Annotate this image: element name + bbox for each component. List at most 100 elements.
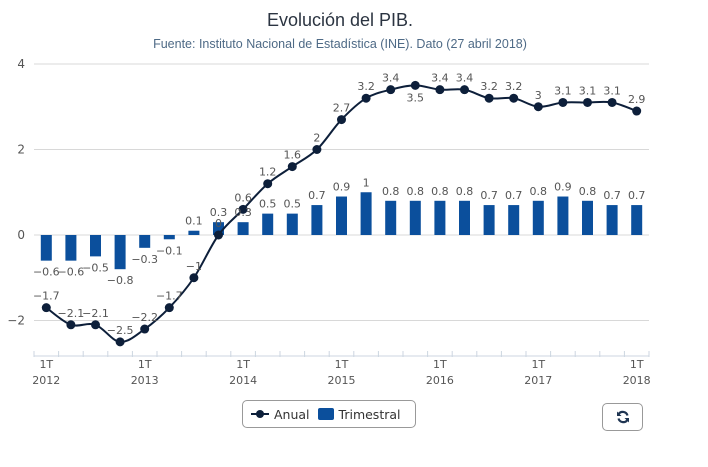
bar-data-label: 0.5 <box>284 198 302 211</box>
bar-data-label: 0.7 <box>505 189 523 202</box>
line-point <box>533 102 543 112</box>
line-data-label: 3.2 <box>505 80 523 93</box>
line-data-label: 2.9 <box>628 93 646 106</box>
line-data-label: −2.5 <box>107 324 134 337</box>
line-marker-icon <box>251 410 269 418</box>
line-point <box>41 303 51 313</box>
bar <box>336 196 347 235</box>
line-point <box>361 93 371 103</box>
line-point <box>140 324 150 334</box>
x-tick-year: 2017 <box>524 374 552 387</box>
legend-label-anual: Anual <box>274 406 310 422</box>
bar <box>459 200 470 235</box>
x-tick-year: 2014 <box>229 374 257 387</box>
line-data-label: 3.4 <box>382 72 400 85</box>
chart-subtitle: Fuente: Instituto Nacional de Estadístic… <box>153 37 527 51</box>
x-tick-year: 2018 <box>623 374 651 387</box>
bar-data-label: −0.6 <box>58 266 85 279</box>
bar <box>65 235 77 261</box>
bar <box>237 222 249 235</box>
bar <box>90 235 101 257</box>
refresh-button[interactable] <box>602 403 643 431</box>
line-point <box>558 97 568 107</box>
bar-data-label: 1 <box>363 176 370 189</box>
line-point <box>484 93 494 103</box>
line-data-label: 1.6 <box>284 149 302 162</box>
line-point <box>91 320 100 330</box>
bar-data-label: −0.3 <box>131 253 158 266</box>
line-data-label: 3.5 <box>407 91 425 104</box>
bar <box>114 235 126 270</box>
line-data-label: −2.1 <box>82 307 109 320</box>
line-point <box>287 162 297 172</box>
line-point <box>115 337 125 347</box>
legend-item-trimestral[interactable]: Trimestral <box>317 406 401 422</box>
x-tick-quarter: 1T <box>39 358 53 371</box>
chart-title: Evolución del PIB. <box>266 10 414 30</box>
bar <box>139 235 151 248</box>
legend-item-anual[interactable]: Anual <box>251 407 310 422</box>
bar <box>262 213 274 235</box>
bar <box>532 200 544 235</box>
x-tick-quarter: 1T <box>433 358 447 371</box>
bar-data-label: 0.1 <box>185 215 203 228</box>
x-tick-quarter: 1T <box>236 358 250 371</box>
line-data-label: −1.7 <box>33 290 60 303</box>
line-point <box>337 115 346 125</box>
line-point <box>238 204 248 214</box>
line-point <box>509 93 519 103</box>
x-tick-year: 2016 <box>426 374 454 387</box>
line-point <box>410 80 420 90</box>
line-data-label: 3.2 <box>357 80 375 93</box>
bar <box>360 192 372 235</box>
line-point <box>632 106 642 116</box>
bar <box>631 205 643 235</box>
bar <box>508 205 520 235</box>
line-data-label: −2.2 <box>131 311 158 324</box>
line-data-label: 2.7 <box>333 102 351 115</box>
line-point <box>583 97 592 107</box>
x-tick-quarter: 1T <box>630 358 644 371</box>
line-data-label: 3.1 <box>579 84 597 97</box>
x-tick-quarter: 1T <box>138 358 152 371</box>
bar <box>213 222 224 235</box>
bar <box>163 235 175 240</box>
bar-data-label: 0.8 <box>431 185 449 198</box>
refresh-icon <box>616 410 629 424</box>
x-tick-year: 2015 <box>328 374 356 387</box>
line-point <box>66 320 76 330</box>
bar-data-label: 0.5 <box>259 198 277 211</box>
y-tick-label: 4 <box>17 57 25 71</box>
bar-data-label: 0.8 <box>382 185 400 198</box>
line-data-label: 2 <box>313 132 320 145</box>
bar-data-label: 0.8 <box>579 185 597 198</box>
x-tick-quarter: 1T <box>335 358 349 371</box>
legend-label-trimestral: Trimestral <box>338 406 401 422</box>
bar-data-label: 0.7 <box>480 189 498 202</box>
line-point <box>263 179 273 189</box>
bar-data-label: 0.7 <box>308 189 326 202</box>
line-data-label: 1.2 <box>259 166 277 179</box>
bar-data-label: 0.7 <box>628 189 646 202</box>
bar-data-label: 0.9 <box>333 181 351 194</box>
bar-data-label: 0.8 <box>530 185 548 198</box>
line-data-label: −1.7 <box>156 290 183 303</box>
y-tick-label: −2 <box>7 314 25 328</box>
line-data-label: −1 <box>186 260 202 273</box>
line-data-label: 3.4 <box>456 72 474 85</box>
line-point <box>460 85 469 95</box>
bar <box>188 230 200 235</box>
bar-data-label: 0.3 <box>234 206 252 219</box>
line-point <box>214 230 223 240</box>
bar <box>483 205 495 235</box>
line-point <box>189 273 199 283</box>
line-point <box>607 97 617 107</box>
y-tick-label: 2 <box>17 143 25 157</box>
line-data-label: 3 <box>535 89 542 102</box>
x-tick-year: 2013 <box>131 374 159 387</box>
bar <box>434 200 446 235</box>
y-tick-label: 0 <box>17 228 25 242</box>
line-data-label: 3.2 <box>480 80 498 93</box>
bar-data-label: −0.5 <box>82 261 109 274</box>
